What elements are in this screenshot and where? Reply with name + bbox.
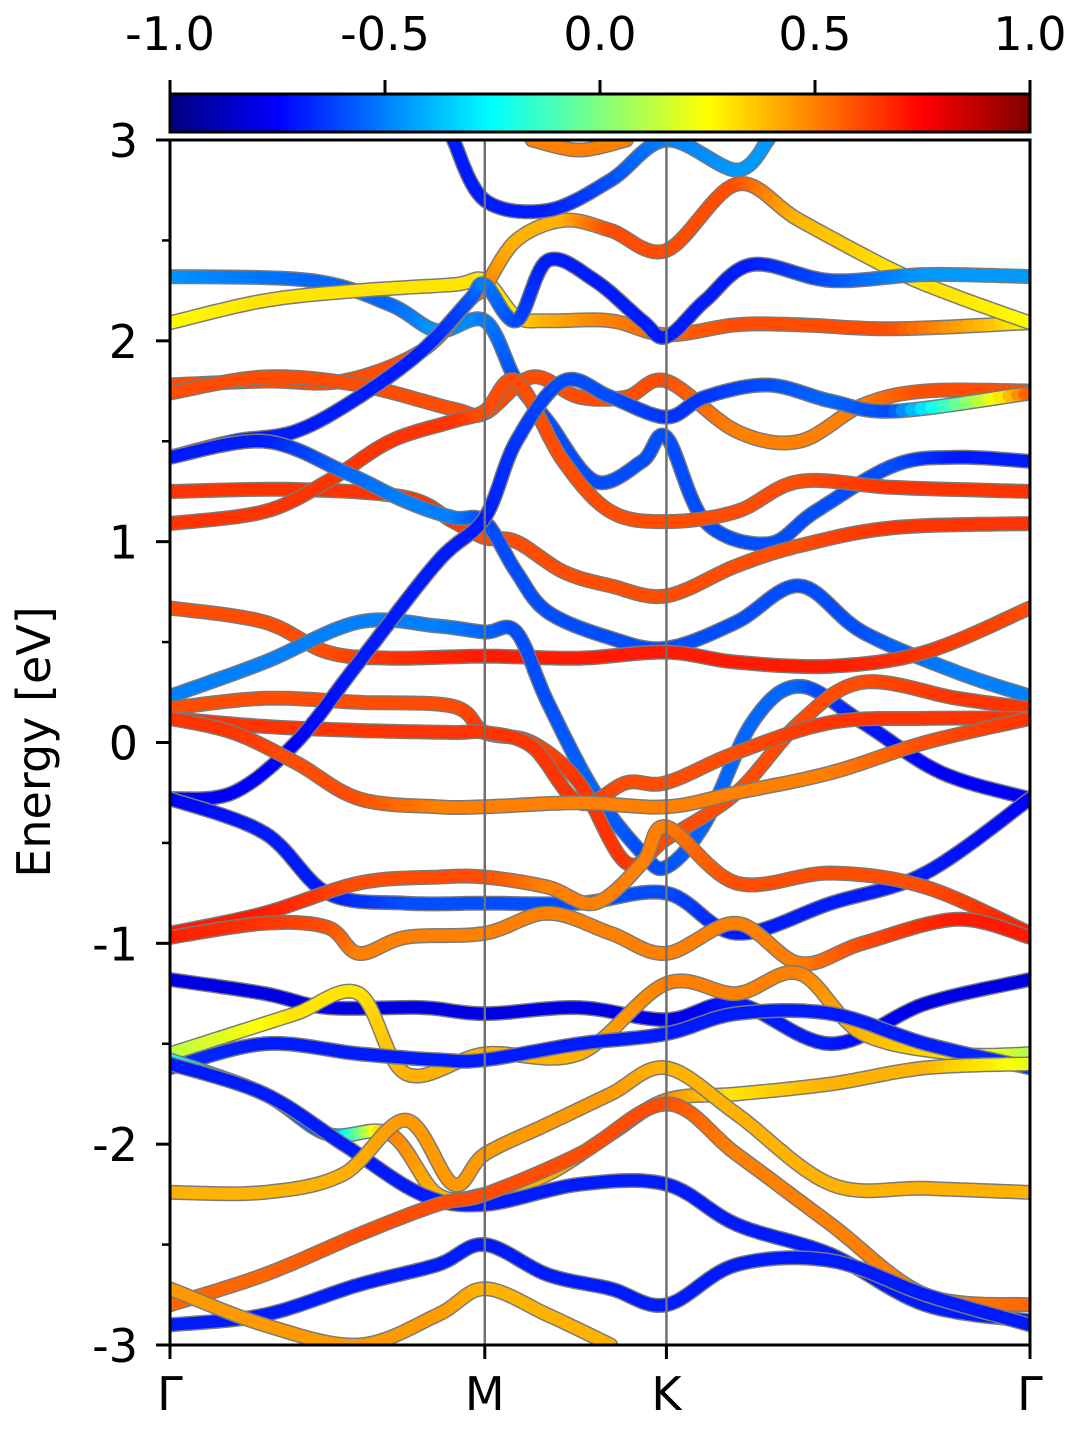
colorbar: -1.0 -0.5 0.0 0.5 1.0 bbox=[125, 7, 1066, 132]
colorbar-tick-label: -0.5 bbox=[340, 7, 430, 61]
colorbar-gradient bbox=[170, 94, 1030, 132]
colorbar-tick-label: 1.0 bbox=[993, 7, 1066, 61]
band-line bbox=[170, 1289, 611, 1345]
band-line bbox=[170, 682, 1030, 866]
x-tick-label: Γ bbox=[1017, 1367, 1043, 1421]
colorbar-tick-label: 0.0 bbox=[563, 7, 636, 61]
bands bbox=[170, 140, 1030, 1345]
band-line bbox=[170, 913, 1030, 964]
y-tick-label: 2 bbox=[109, 315, 138, 369]
band-line bbox=[170, 972, 1030, 1076]
band-line bbox=[170, 1104, 1030, 1305]
y-tick-label: 1 bbox=[109, 516, 138, 570]
y-tick-label: -1 bbox=[92, 917, 138, 971]
y-tick-label: 3 bbox=[109, 114, 138, 168]
x-tick-label: K bbox=[651, 1367, 683, 1421]
y-tick-label: 0 bbox=[109, 717, 138, 771]
y-axis-label: Energy [eV] bbox=[7, 606, 61, 877]
colorbar-tick-label: -1.0 bbox=[125, 7, 215, 61]
band-outline bbox=[170, 682, 1030, 866]
x-tick-label: Γ bbox=[157, 1367, 183, 1421]
colorbar-tick-label: 0.5 bbox=[778, 7, 851, 61]
band-outline bbox=[170, 972, 1030, 1076]
y-tick-label: -3 bbox=[92, 1319, 138, 1373]
y-tick-label: -2 bbox=[92, 1118, 138, 1172]
x-tick-label: M bbox=[465, 1367, 505, 1421]
